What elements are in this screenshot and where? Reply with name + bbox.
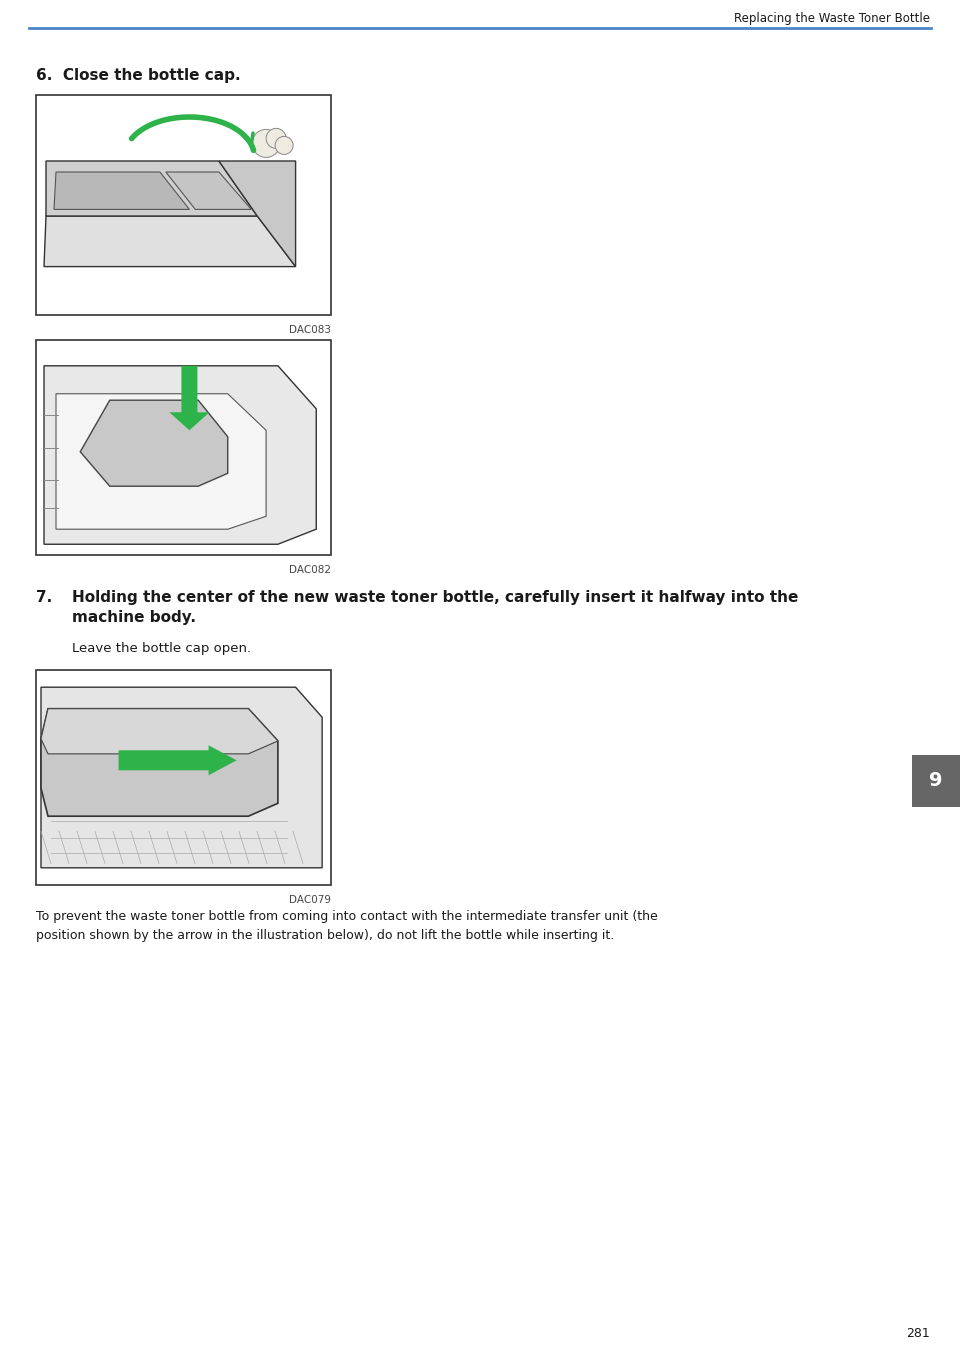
Bar [912, 755, 960, 806]
Polygon shape [219, 160, 296, 267]
Bar [36, 95, 331, 316]
Polygon shape [166, 171, 252, 209]
Polygon shape [169, 366, 209, 430]
Text: DAC083: DAC083 [289, 325, 331, 335]
Text: 6.  Close the bottle cap.: 6. Close the bottle cap. [36, 68, 241, 83]
Polygon shape [46, 160, 257, 216]
Text: To prevent the waste toner bottle from coming into contact with the intermediate: To prevent the waste toner bottle from c… [36, 910, 658, 941]
Circle shape [252, 129, 280, 158]
Polygon shape [44, 216, 296, 267]
Polygon shape [44, 366, 316, 544]
Text: Holding the center of the new waste toner bottle, carefully insert it halfway in: Holding the center of the new waste tone… [72, 590, 799, 624]
Polygon shape [56, 394, 266, 529]
Text: DAC079: DAC079 [289, 895, 331, 904]
Polygon shape [54, 171, 189, 209]
Polygon shape [41, 709, 277, 816]
Polygon shape [119, 745, 236, 775]
Text: 7.: 7. [36, 590, 52, 605]
Text: Replacing the Waste Toner Bottle: Replacing the Waste Toner Bottle [734, 12, 930, 24]
Text: 9: 9 [929, 771, 943, 790]
Text: Leave the bottle cap open.: Leave the bottle cap open. [72, 642, 252, 656]
Polygon shape [81, 400, 228, 487]
Circle shape [276, 136, 293, 155]
Circle shape [266, 128, 286, 148]
Text: DAC082: DAC082 [289, 564, 331, 575]
Bar [36, 670, 331, 885]
Polygon shape [41, 687, 323, 868]
Bar [36, 340, 331, 555]
Text: 281: 281 [906, 1327, 930, 1340]
Polygon shape [41, 709, 277, 753]
